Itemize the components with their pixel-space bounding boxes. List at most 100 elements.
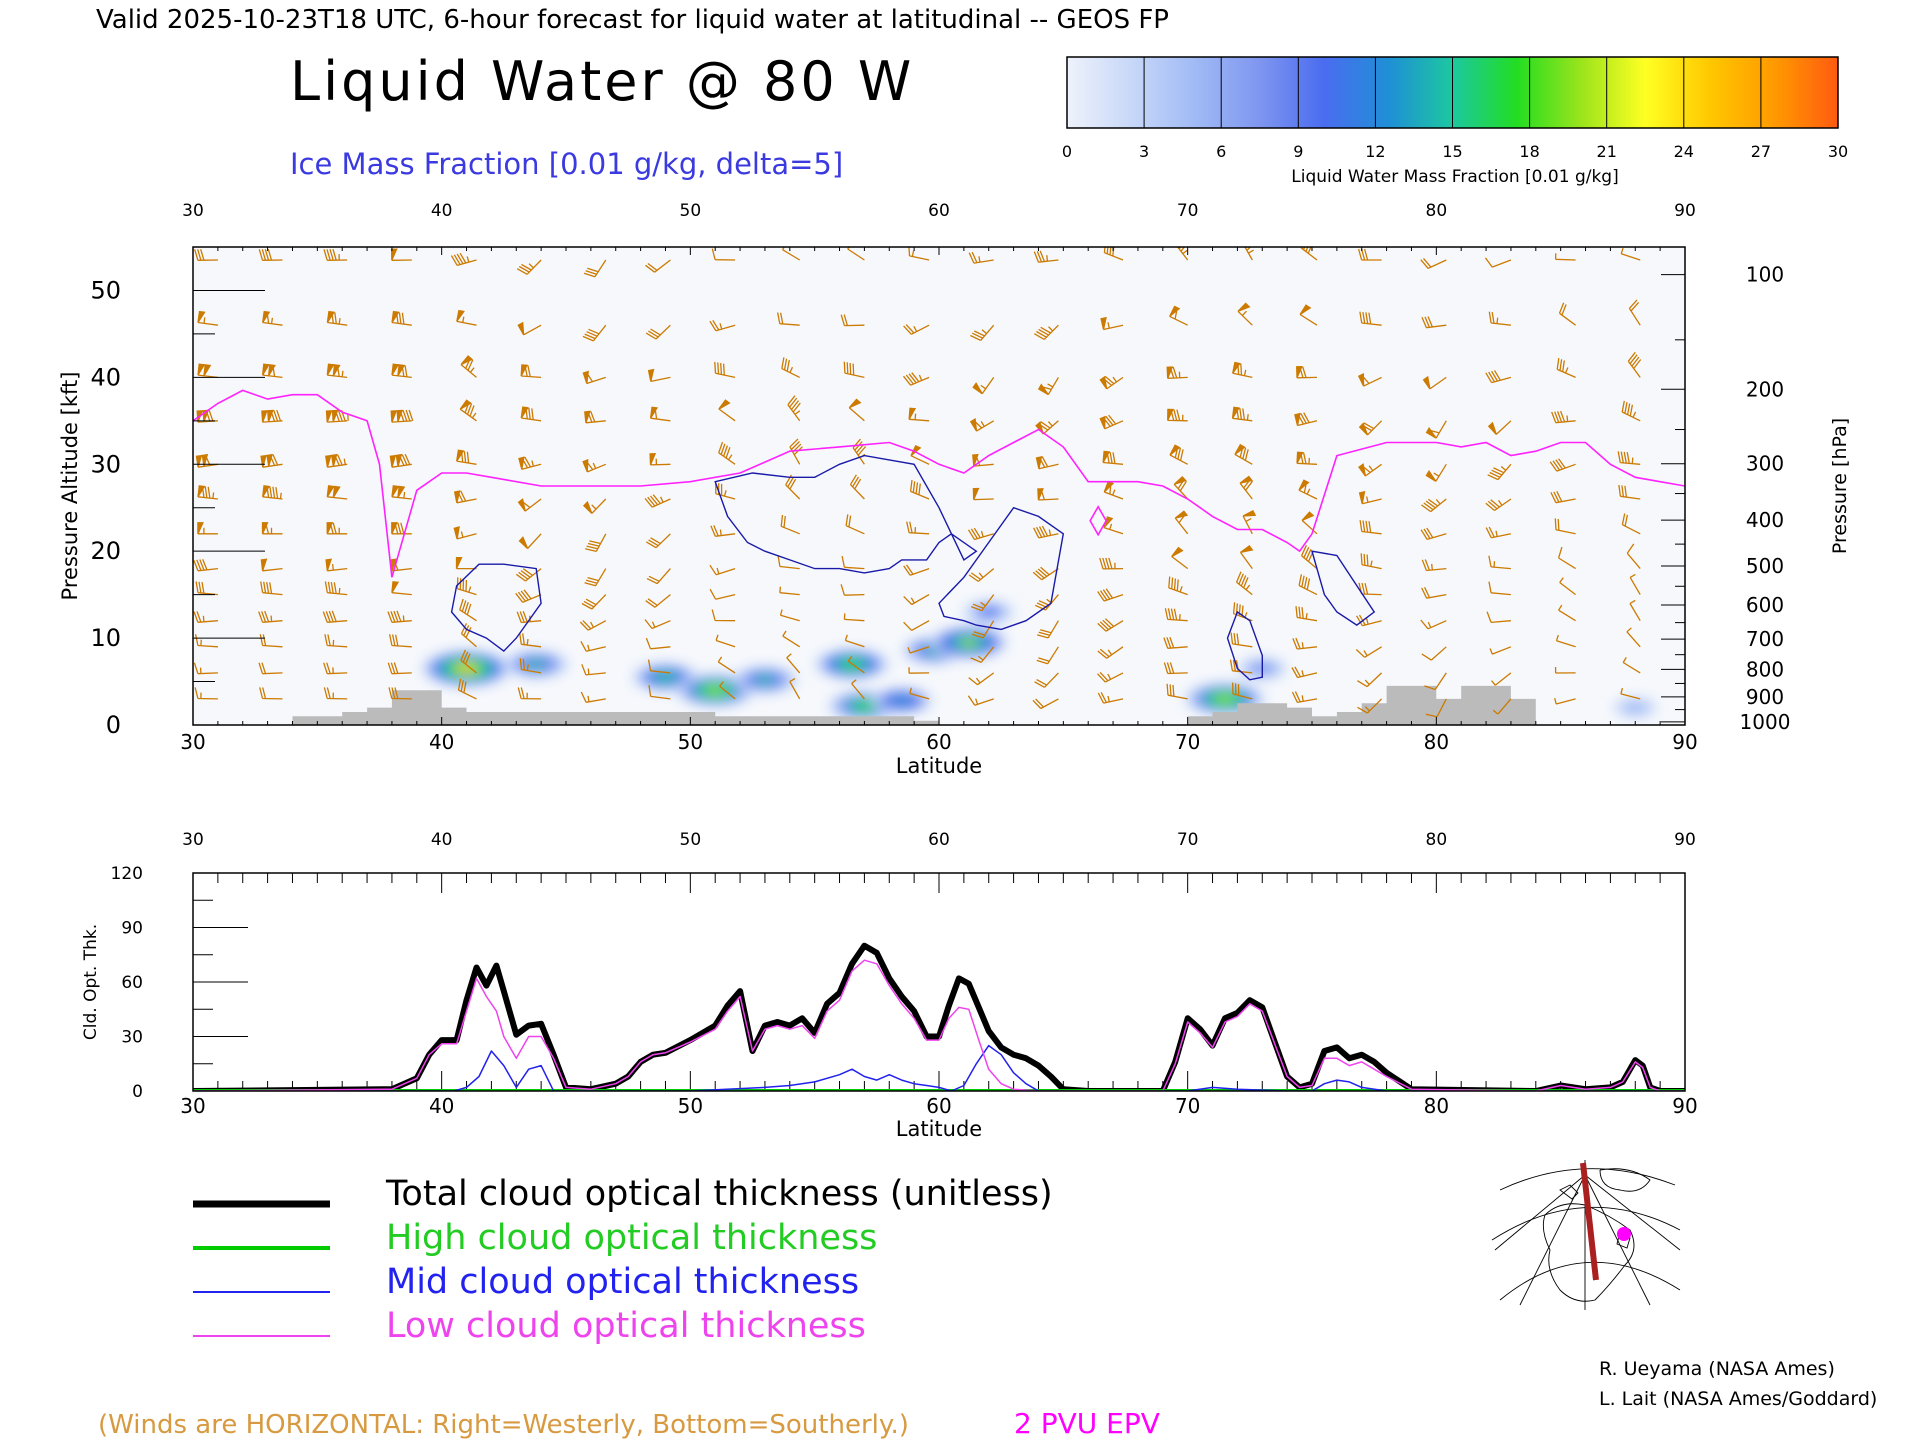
- wind-barb: [1234, 443, 1253, 465]
- wind-barb: [1301, 545, 1318, 570]
- x-tick-label-top: 30: [182, 201, 204, 221]
- wind-barb: [1033, 525, 1059, 539]
- wind-barb: [972, 453, 994, 467]
- y-tick-label: 30: [90, 450, 121, 478]
- p-tick-label: 800: [1746, 657, 1784, 681]
- wind-barb: [841, 555, 865, 570]
- wind-barb: [968, 568, 995, 582]
- wind-barb: [390, 409, 414, 423]
- wind-barb: [1617, 451, 1641, 465]
- wind-barb: [1622, 657, 1641, 674]
- wind-barb: [714, 361, 736, 379]
- x-tick-label-top: 90: [1674, 830, 1696, 850]
- wind-barb: [1488, 581, 1511, 596]
- wind-barb: [1421, 316, 1447, 329]
- wind-barb: [1358, 582, 1382, 596]
- optical-thickness-lines: [193, 942, 1685, 1091]
- wind-barb: [1360, 553, 1382, 570]
- wind-barb: [261, 522, 283, 535]
- wind-barb: [1356, 614, 1382, 627]
- x-tick-label: 80: [1424, 1094, 1449, 1118]
- wind-barb: [1359, 520, 1382, 535]
- wind-barb: [789, 438, 803, 465]
- wind-barb: [967, 527, 994, 541]
- wind-barb: [1620, 247, 1641, 261]
- ice-contours: [450, 454, 1376, 681]
- wind-barb: [520, 406, 542, 422]
- wind-barb: [387, 662, 412, 675]
- wind-barb: [709, 319, 736, 332]
- wind-barb: [972, 487, 994, 501]
- wind-barb: [1097, 646, 1124, 659]
- wind-barb: [1173, 475, 1189, 500]
- colorbar-tick-label: 3: [1139, 142, 1149, 161]
- colorbar-tick-label: 15: [1442, 142, 1462, 161]
- y-tick-label: 40: [90, 363, 121, 391]
- wind-barb: [1097, 588, 1124, 602]
- wind-barb: [1355, 646, 1382, 658]
- liquid-water-cell: [755, 675, 775, 685]
- colorbar-tick-label: 18: [1519, 142, 1539, 161]
- wind-barb: [847, 655, 865, 674]
- colorbar-tick-label: 24: [1674, 142, 1694, 161]
- lower-ylabel: Cld. Opt. Thk.: [81, 924, 101, 1040]
- wind-barb: [323, 687, 348, 700]
- wind-barb: [1099, 557, 1124, 570]
- wind-barb: [1425, 463, 1447, 482]
- ice-contour: [1226, 610, 1263, 681]
- upper-ylabel-right: Pressure [hPa]: [1829, 418, 1851, 554]
- wind-barb: [325, 409, 349, 423]
- wind-barb: [391, 363, 412, 379]
- wind-barb: [644, 494, 671, 508]
- x-tick-label: 80: [1424, 730, 1449, 754]
- wind-barb: [585, 533, 607, 553]
- x-tick-label: 40: [429, 1094, 454, 1118]
- epv-label: 2 PVU EPV: [1014, 1407, 1160, 1440]
- wind-barb: [583, 259, 607, 278]
- wind-barb: [1556, 358, 1576, 378]
- wind-barb: [969, 418, 995, 432]
- wind-barb: [785, 474, 801, 500]
- wind-barb: [324, 634, 348, 648]
- wind-barb: [908, 247, 930, 261]
- wind-barb: [194, 634, 218, 648]
- wind-barb: [710, 525, 736, 537]
- wind-barb: [1627, 351, 1642, 378]
- wind-barb: [582, 324, 607, 342]
- wind-barb: [1358, 420, 1383, 436]
- low-thickness-line: [193, 959, 1685, 1091]
- wind-barb: [1421, 646, 1447, 661]
- wind-barb: [718, 399, 736, 422]
- wind-barb: [516, 610, 542, 624]
- wind-barb: [715, 482, 736, 500]
- credit-lait: L. Lait (NASA Ames/Goddard): [1599, 1388, 1877, 1410]
- wind-barb: [1629, 599, 1641, 622]
- wind-barb: [260, 558, 283, 572]
- p-tick-label: 500: [1746, 554, 1784, 578]
- wind-barb: [518, 456, 542, 470]
- wind-barb: [326, 485, 348, 500]
- liquid-water-cell: [706, 686, 725, 695]
- wind-barb: [1167, 408, 1188, 422]
- x-tick-label-top: 50: [680, 201, 702, 221]
- wind-barb: [259, 687, 283, 700]
- epv-contour-small: [1089, 505, 1108, 537]
- liquid-water-cell: [655, 672, 676, 682]
- wind-barb: [456, 577, 477, 596]
- wind-barb: [582, 458, 607, 473]
- wind-barb: [518, 533, 542, 549]
- wind-barb: [1486, 611, 1511, 624]
- wind-barb: [711, 248, 736, 261]
- wind-barb: [1242, 510, 1257, 535]
- wind-barb: [1554, 518, 1576, 535]
- total-thickness-line: [193, 942, 1685, 1091]
- colorbar-tick-label: 12: [1365, 142, 1385, 161]
- wind-barb: [582, 498, 607, 514]
- valid-time-line: Valid 2025-10-23T18 UTC, 6-hour forecast…: [96, 5, 1169, 35]
- wind-barb: [972, 377, 995, 395]
- wind-barb: [1484, 257, 1512, 268]
- wind-barb: [453, 526, 477, 540]
- liquid-water-cell: [526, 659, 546, 669]
- wind-barb: [843, 613, 865, 622]
- wind-barb: [647, 368, 671, 383]
